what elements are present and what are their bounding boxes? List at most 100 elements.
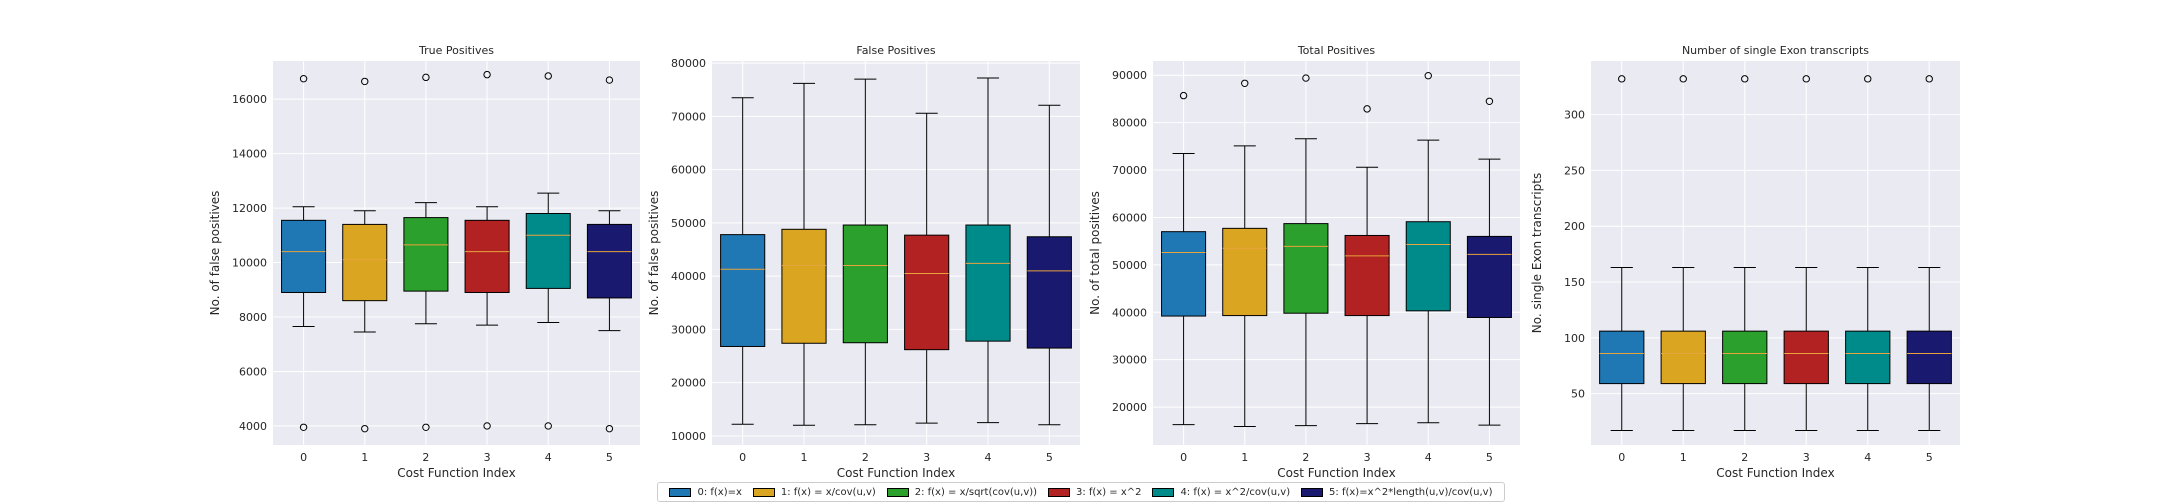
panel-1-box-3 [904, 112, 950, 424]
legend-swatch-0 [669, 487, 692, 497]
panel-2-xtick-label-4: 4 [1425, 451, 1432, 464]
panel-0-box-4-body [525, 213, 571, 289]
panel-0-xtick-label-4: 4 [545, 451, 552, 464]
panel-0-ytick-label-4: 12000 [232, 202, 267, 215]
panel-2-ytick-label-1: 30000 [1112, 354, 1147, 367]
panel-0-xtick-label-0: 0 [300, 451, 307, 464]
panel-1-box-5-body [1026, 236, 1072, 349]
panel-1-box-1 [781, 82, 827, 426]
panel-3-box-3-body [1783, 330, 1829, 385]
panel-3-box-0-outlier-0 [1618, 75, 1626, 83]
panel-3-box-0-body [1599, 330, 1645, 385]
panel-1-ytick-label-5: 60000 [671, 164, 706, 177]
panel-1-y-axis-label: No. of false positives [647, 191, 661, 316]
panel-3-box-0 [1599, 75, 1645, 431]
panel-2-ytick-label-3: 50000 [1112, 259, 1147, 272]
panel-2-box-2-body [1283, 223, 1329, 314]
legend-label-2: 2: f(x) = x/sqrt(cov(u,v)) [914, 486, 1038, 498]
panel-2-box-5-body [1466, 235, 1512, 318]
legend-item-2: 2: f(x) = x/sqrt(cov(u,v)) [886, 486, 1038, 498]
panel-0-box-5-outlier-1 [605, 76, 614, 84]
panel-2-box-0-outlier-0 [1179, 91, 1188, 100]
panel-3-title: Number of single Exon transcripts [1682, 44, 1869, 57]
panel-1-box-5 [1026, 104, 1072, 426]
panel-2-box-4-body [1405, 221, 1451, 312]
panel-3-y-axis-label: No. single Exon transcripts [1530, 173, 1544, 333]
panel-2-box-0 [1161, 91, 1207, 426]
panel-2-box-0-body [1161, 231, 1207, 317]
panel-1-ytick-label-4: 50000 [671, 217, 706, 230]
panel-1-box-3-body [904, 234, 950, 351]
panel-3-box-1-body [1660, 330, 1706, 385]
panel-0-box-1 [342, 77, 388, 433]
panel-2-box-3 [1344, 105, 1390, 425]
panel-2-xtick-label-2: 2 [1302, 451, 1309, 464]
panel-0-ytick-label-1: 6000 [239, 365, 267, 378]
panel-0-xtick-label-1: 1 [361, 451, 368, 464]
panel-2-box-5 [1466, 97, 1512, 426]
legend-item-1: 1: f(x) = x/cov(u,v) [752, 486, 876, 498]
panel-0-box-3 [464, 70, 510, 430]
panel-2-ytick-label-6: 80000 [1112, 117, 1147, 130]
panel-3-xtick-label-5: 5 [1926, 451, 1933, 464]
panel-2-background [1153, 61, 1520, 445]
panel-1-xtick-label-2: 2 [862, 451, 869, 464]
panel-3-box-1 [1660, 75, 1706, 431]
panel-0-box-1-outlier-1 [361, 77, 369, 86]
legend-swatch-4 [1152, 487, 1175, 497]
panel-0-box-2-outlier-1 [422, 73, 430, 82]
legend-label-5: 5: f(x)=x^2*length(u,v)/cov(u,v) [1329, 486, 1493, 498]
panel-0-xtick-label-3: 3 [484, 451, 491, 464]
panel-2-box-2 [1283, 74, 1329, 427]
panel-0-box-5-outlier-0 [605, 424, 614, 433]
panel-2-ytick-label-7: 90000 [1112, 69, 1147, 82]
panel-2-box-5-outlier-0 [1485, 97, 1494, 105]
panel-3-xtick-label-0: 0 [1618, 451, 1625, 464]
legend-item-4: 4: f(x) = x^2/cov(u,v) [1152, 487, 1290, 498]
panel-1-box-2 [842, 78, 888, 426]
legend-swatch-3 [1047, 487, 1070, 497]
panel-1-xtick-label-4: 4 [985, 451, 992, 464]
panel-2-xtick-label-5: 5 [1486, 451, 1493, 464]
panel-3-box-5 [1906, 75, 1952, 431]
panel-2-ytick-label-5: 70000 [1112, 164, 1147, 177]
panel-0-box-3-body [464, 219, 510, 293]
panel-2-title: Total Positives [1297, 44, 1376, 57]
legend-item-0: 0: f(x)=x [669, 486, 742, 498]
panel-3-box-3 [1783, 75, 1829, 431]
panel-3-box-5-outlier-0 [1925, 75, 1933, 83]
panel-3: 50 100 150 200 250 300 0 1 2 3 4 5 Number of single … [1530, 44, 1960, 480]
panel-0-ytick-label-5: 14000 [232, 148, 267, 161]
panel-1-box-0 [720, 97, 766, 425]
legend-label-0: 0: f(x)=x [697, 486, 742, 498]
panel-0-box-3-outlier-1 [483, 70, 491, 79]
legend-swatch-1 [752, 487, 775, 497]
panel-3-xtick-label-1: 1 [1680, 451, 1687, 464]
panel-0-box-0-outlier-1 [299, 75, 308, 83]
panel-1-box-4 [965, 77, 1011, 424]
panel-0-x-axis-label: Cost Function Index [397, 466, 515, 480]
panel-2-box-1-body [1222, 227, 1268, 317]
panel-2-ytick-label-4: 60000 [1112, 211, 1147, 224]
panel-0-box-5-body [586, 223, 632, 299]
legend-swatch-5 [1301, 487, 1324, 497]
panel-3-box-4 [1845, 75, 1891, 431]
panel-0-xtick-label-2: 2 [422, 451, 429, 464]
panel-3-box-4-outlier-0 [1864, 75, 1872, 83]
panel-0-ytick-label-2: 8000 [239, 311, 267, 324]
panel-0-box-4-outlier-1 [544, 72, 552, 80]
panel-3-box-5-body [1906, 330, 1952, 385]
panel-3-x-axis-label: Cost Function Index [1716, 466, 1834, 480]
panel-3-box-4-body [1845, 330, 1891, 385]
panel-3-box-2-body [1722, 330, 1768, 385]
panel-2-box-4-outlier-0 [1424, 71, 1432, 80]
panel-3-xtick-label-2: 2 [1741, 451, 1748, 464]
panel-1-background [712, 61, 1080, 445]
panel-1-ytick-label-3: 40000 [671, 270, 706, 283]
panel-0-y-axis-label: No. of false positives [208, 191, 222, 316]
panel-3-ytick-label-3: 200 [1564, 220, 1585, 233]
legend-label-3: 3: f(x) = x^2 [1075, 486, 1142, 498]
panel-3-box-3-outlier-0 [1802, 75, 1810, 83]
legend-label-1: 1: f(x) = x/cov(u,v) [780, 486, 876, 498]
panel-3-xtick-label-4: 4 [1864, 451, 1871, 464]
